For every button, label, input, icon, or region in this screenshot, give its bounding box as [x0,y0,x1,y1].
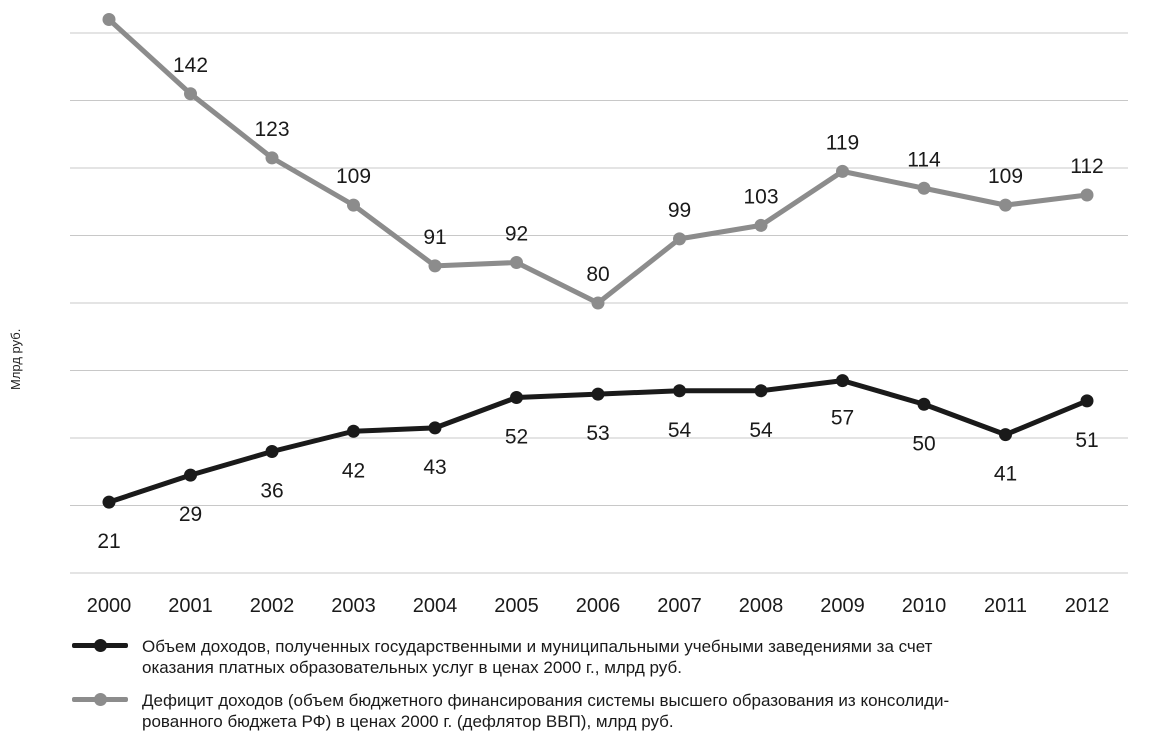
legend-label-income-line2: оказания платных образовательных услуг в… [142,658,682,677]
data-point [1080,394,1094,408]
line-chart: 2000 2001 2002 2003 2004 2005 2006 2007 2008 2009… [70,13,1128,617]
x-tick-label: 2012 [1065,595,1110,617]
legend-item-deficit[interactable]: Дефицит доходов (объем бюджетного финанс… [72,690,1142,732]
data-point [510,256,523,269]
data-point [999,198,1012,212]
data-label: 43 [423,456,446,479]
data-label: 114 [907,148,941,171]
data-point [428,259,442,273]
data-point [347,198,360,212]
x-tick-label: 2011 [984,595,1027,617]
x-tick-label: 2004 [413,595,458,617]
x-tick-label: 2005 [494,595,539,617]
data-point [428,421,442,435]
x-tick-label: 2008 [739,595,784,617]
data-label: 57 [831,407,854,430]
data-point [917,397,931,411]
data-label: 123 [254,118,289,141]
data-point [591,296,605,310]
x-tick-label: 2007 [657,595,702,617]
data-point [673,384,686,398]
data-label: 119 [826,131,859,154]
x-tick-label: 2002 [250,595,295,617]
data-label: 109 [336,165,371,188]
series-points [102,13,1094,509]
legend-label-deficit-line2: рованного бюджета РФ) в ценах 2000 г. (д… [142,712,674,731]
x-axis-ticks: 2000 2001 2002 2003 2004 2005 2006 2007 2008 2009… [87,595,1110,617]
data-label: 91 [423,226,446,249]
data-label: 99 [668,199,691,222]
data-label: 92 [505,223,528,246]
data-label: 103 [743,185,778,208]
data-label: 53 [586,422,609,445]
data-point [917,181,931,195]
data-label: 109 [988,165,1023,188]
legend-item-income[interactable]: Объем доходов, полученных государственны… [72,636,1142,678]
data-label: 54 [668,419,692,442]
legend: Объем доходов, полученных государственны… [72,636,1142,744]
data-point [999,428,1012,442]
x-tick-label: 2009 [820,595,865,617]
legend-label-income: Объем доходов, полученных государственны… [142,636,932,678]
data-point [510,391,523,404]
x-tick-label: 2006 [576,595,621,617]
x-tick-label: 2000 [87,595,132,617]
data-point [102,13,116,26]
data-point [265,445,279,458]
data-point [591,387,605,401]
data-point [836,164,849,178]
data-label: 80 [586,263,609,286]
data-label: 142 [173,54,208,77]
data-point [836,374,849,388]
data-label: 36 [260,480,283,503]
x-tick-label: 2003 [331,595,376,617]
data-point [102,495,116,509]
x-tick-label: 2001 [168,595,213,617]
data-label: 52 [505,426,528,449]
data-label: 112 [1070,155,1103,178]
data-label: 29 [179,503,202,526]
data-label: 42 [342,459,365,482]
data-labels: 21 29 36 42 43 52 53 54 54 57 50 41 51 142 123 109 91 92 8… [97,54,1103,553]
data-label: 50 [912,432,935,455]
data-point [1080,188,1094,202]
data-point [184,468,197,482]
data-label: 21 [97,530,120,553]
legend-swatch-income [72,636,128,656]
data-point [673,232,686,246]
legend-label-deficit-line1: Дефицит доходов (объем бюджетного финанс… [142,691,950,710]
x-tick-label: 2010 [902,595,947,617]
data-label: 54 [749,419,773,442]
data-point [184,87,197,101]
legend-swatch-deficit [72,690,128,710]
data-label: 41 [994,463,1017,486]
data-point [347,424,360,438]
data-point [265,151,279,165]
y-axis-label: Млрд руб. [8,328,23,390]
data-point [754,218,768,232]
legend-label-deficit: Дефицит доходов (объем бюджетного финанс… [142,690,949,732]
data-point [754,384,768,398]
legend-label-income-line1: Объем доходов, полученных государственны… [142,637,933,656]
data-label: 51 [1075,429,1098,452]
